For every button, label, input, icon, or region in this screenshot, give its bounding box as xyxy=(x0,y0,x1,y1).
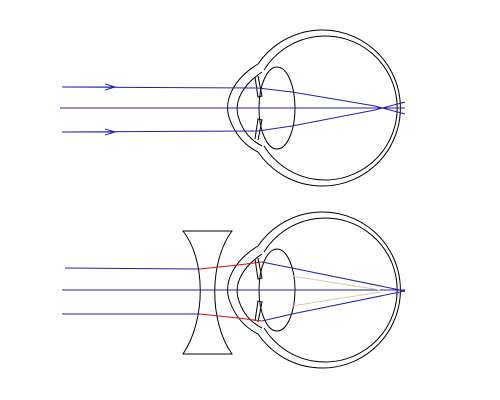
concave-lens xyxy=(181,230,234,355)
cornea-inner xyxy=(236,71,263,147)
cornea-inner xyxy=(236,253,263,329)
cornea-outer xyxy=(227,63,259,153)
diverged-ray xyxy=(199,261,263,270)
eye-corrected xyxy=(62,211,406,369)
ray xyxy=(257,87,406,115)
cornea-outer xyxy=(227,245,259,335)
faint-ray xyxy=(291,291,381,307)
ray xyxy=(257,101,406,132)
eye-uncorrected xyxy=(60,29,406,187)
diverged-ray xyxy=(199,313,263,322)
iris-bottom xyxy=(254,300,263,323)
ray xyxy=(261,261,406,292)
iris-top xyxy=(254,257,263,280)
iris-bottom xyxy=(254,118,263,141)
iris-top xyxy=(254,75,263,98)
faint-ray xyxy=(291,275,381,291)
ray xyxy=(64,267,201,270)
ray xyxy=(261,290,406,322)
